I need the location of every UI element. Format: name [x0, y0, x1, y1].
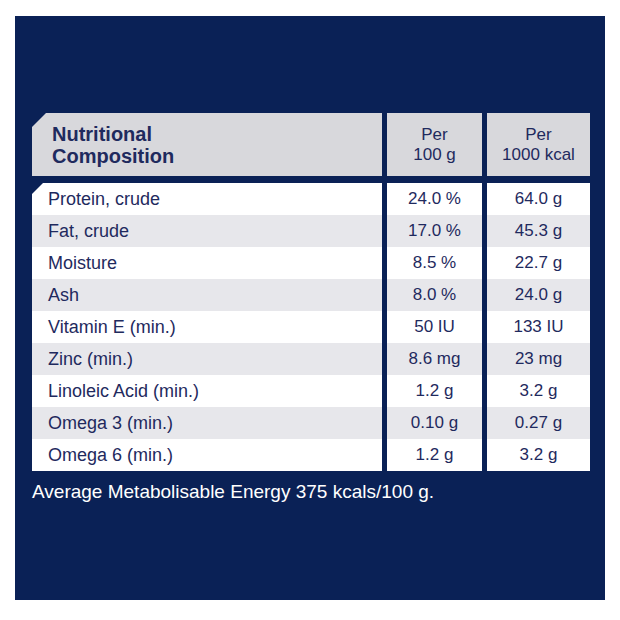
row-label: Omega 6 (min.) [32, 439, 382, 471]
table-row-fat: Fat, crude 17.0 % 45.3 g [32, 215, 590, 247]
row-value-per-100g: 1.2 g [387, 375, 482, 407]
row-value-per-1000kcal: 3.2 g [487, 375, 590, 407]
row-value-per-1000kcal: 3.2 g [487, 439, 590, 471]
row-value-per-100g: 8.5 % [387, 247, 482, 279]
row-value-per-1000kcal: 64.0 g [487, 183, 590, 215]
table-row-moisture: Moisture 8.5 % 22.7 g [32, 247, 590, 279]
table-row-omega-3: Omega 3 (min.) 0.10 g 0.27 g [32, 407, 590, 439]
table-row-ash: Ash 8.0 % 24.0 g [32, 279, 590, 311]
nutrition-panel: Nutritional Composition Per 100 g Per 10… [15, 16, 605, 600]
column-header-per-100g: Per 100 g [387, 113, 482, 176]
row-value-per-100g: 0.10 g [387, 407, 482, 439]
row-label: Zinc (min.) [32, 343, 382, 375]
row-value-per-1000kcal: 45.3 g [487, 215, 590, 247]
row-value-per-100g: 50 IU [387, 311, 482, 343]
table-row-zinc: Zinc (min.) 8.6 mg 23 mg [32, 343, 590, 375]
row-value-per-1000kcal: 22.7 g [487, 247, 590, 279]
row-label: Vitamin E (min.) [32, 311, 382, 343]
row-value-per-100g: 24.0 % [387, 183, 482, 215]
column-header-per-1000kcal: Per 1000 kcal [487, 113, 590, 176]
nutrition-table: Nutritional Composition Per 100 g Per 10… [32, 113, 590, 471]
table-row-protein: Protein, crude 24.0 % 64.0 g [32, 183, 590, 215]
row-value-per-1000kcal: 24.0 g [487, 279, 590, 311]
row-value-per-1000kcal: 133 IU [487, 311, 590, 343]
row-value-per-100g: 17.0 % [387, 215, 482, 247]
table-row-omega-6: Omega 6 (min.) 1.2 g 3.2 g [32, 439, 590, 471]
page-background: Nutritional Composition Per 100 g Per 10… [0, 0, 620, 620]
metabolisable-energy-note: Average Metabolisable Energy 375 kcals/1… [32, 480, 434, 504]
table-row-vitamin-e: Vitamin E (min.) 50 IU 133 IU [32, 311, 590, 343]
row-value-per-1000kcal: 23 mg [487, 343, 590, 375]
table-row-linoleic-acid: Linoleic Acid (min.) 1.2 g 3.2 g [32, 375, 590, 407]
row-label: Moisture [32, 247, 382, 279]
header-body-divider [32, 176, 590, 183]
row-label: Ash [32, 279, 382, 311]
row-value-per-1000kcal: 0.27 g [487, 407, 590, 439]
row-value-per-100g: 8.6 mg [387, 343, 482, 375]
row-value-per-100g: 8.0 % [387, 279, 482, 311]
row-label: Linoleic Acid (min.) [32, 375, 382, 407]
row-label: Fat, crude [32, 215, 382, 247]
row-label: Omega 3 (min.) [32, 407, 382, 439]
table-title: Nutritional Composition [32, 113, 382, 176]
row-value-per-100g: 1.2 g [387, 439, 482, 471]
table-header-row: Nutritional Composition Per 100 g Per 10… [32, 113, 590, 176]
row-label: Protein, crude [32, 183, 382, 215]
